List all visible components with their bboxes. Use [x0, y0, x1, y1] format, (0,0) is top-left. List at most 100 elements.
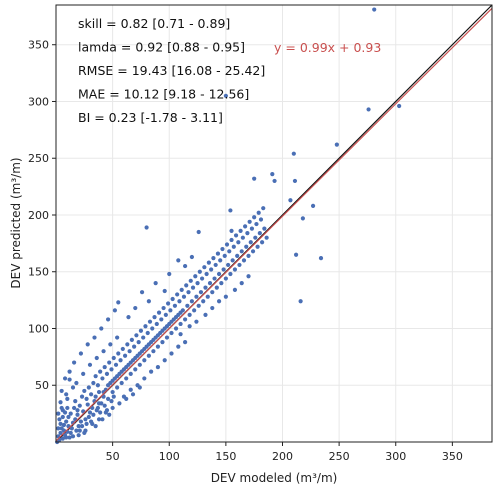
data-point	[183, 340, 188, 345]
data-point	[173, 315, 179, 320]
data-point	[226, 262, 231, 268]
data-point	[203, 312, 208, 317]
data-point	[95, 405, 101, 411]
data-point	[209, 267, 214, 272]
data-point	[74, 380, 79, 386]
data-point	[272, 178, 277, 184]
data-point	[58, 400, 63, 405]
data-point	[64, 392, 69, 397]
data-point	[133, 367, 138, 372]
data-point	[113, 362, 119, 367]
data-point	[241, 258, 247, 263]
data-point	[126, 315, 131, 320]
data-point	[93, 394, 98, 399]
data-point	[77, 428, 82, 433]
data-point	[215, 251, 221, 256]
data-point	[250, 249, 256, 254]
data-point	[91, 380, 96, 386]
data-point	[96, 389, 102, 395]
data-point	[245, 231, 250, 236]
grid-lines	[56, 5, 492, 442]
data-point	[122, 353, 128, 358]
data-point	[188, 278, 193, 283]
y-tick-label: 200	[28, 209, 49, 222]
data-point	[155, 333, 161, 338]
y-tick-label: 300	[28, 95, 49, 108]
data-point	[168, 308, 173, 313]
data-point	[192, 308, 197, 313]
data-point	[201, 299, 206, 304]
data-point	[110, 389, 115, 395]
data-point	[227, 249, 232, 254]
data-point	[197, 269, 202, 274]
data-point	[258, 217, 264, 222]
data-point	[156, 310, 162, 315]
data-point	[60, 436, 65, 441]
data-point	[228, 271, 233, 277]
data-point	[56, 426, 61, 431]
data-point	[207, 280, 213, 286]
stat-line: RMSE = 19.43 [16.08 - 25.42]	[78, 63, 265, 78]
data-point	[124, 376, 129, 381]
data-point	[189, 254, 194, 260]
data-point	[68, 430, 73, 436]
data-point	[229, 228, 234, 233]
data-point	[152, 315, 157, 320]
data-point	[202, 265, 207, 270]
data-point	[127, 349, 132, 354]
data-point	[257, 231, 262, 236]
data-point	[291, 151, 296, 156]
data-point	[102, 364, 107, 370]
data-point	[181, 294, 187, 299]
data-point	[95, 383, 101, 388]
data-point	[172, 303, 178, 308]
data-point	[137, 362, 142, 367]
data-point	[137, 351, 142, 356]
data-point	[75, 412, 80, 417]
data-point	[153, 280, 158, 286]
data-point	[155, 344, 161, 349]
data-point	[67, 435, 72, 440]
data-point	[137, 385, 142, 390]
data-point	[117, 401, 122, 406]
data-point	[310, 203, 316, 209]
data-point	[169, 330, 174, 336]
data-point	[183, 317, 188, 322]
data-point	[82, 430, 87, 436]
data-point	[264, 235, 269, 240]
data-point	[146, 299, 151, 304]
data-point	[104, 371, 110, 376]
data-point	[70, 385, 76, 390]
data-point	[179, 287, 184, 293]
data-point	[109, 399, 114, 404]
data-point	[248, 240, 253, 245]
data-point	[176, 344, 181, 349]
data-point	[228, 208, 233, 213]
data-point	[89, 392, 94, 397]
data-point	[128, 387, 133, 392]
data-point	[160, 340, 165, 345]
data-point	[78, 351, 84, 356]
data-point	[211, 256, 216, 261]
data-point	[178, 332, 183, 337]
data-point	[115, 335, 120, 340]
data-point	[164, 335, 170, 340]
data-point	[187, 324, 192, 329]
data-point	[198, 290, 204, 295]
data-point	[194, 319, 199, 324]
data-point	[64, 435, 69, 440]
data-point	[86, 414, 91, 420]
data-point	[236, 240, 241, 245]
data-point	[100, 376, 105, 381]
data-point	[193, 274, 198, 279]
data-point	[87, 410, 93, 415]
plot-frame	[55, 4, 493, 443]
data-point	[249, 226, 255, 231]
data-point	[177, 299, 182, 304]
data-point	[75, 408, 80, 413]
data-point	[59, 405, 64, 411]
data-point	[138, 328, 144, 333]
x-axis-ticks: 50 100 150 200 250 300 350	[106, 442, 463, 463]
data-point	[235, 253, 240, 258]
x-tick-label: 50	[106, 450, 120, 463]
